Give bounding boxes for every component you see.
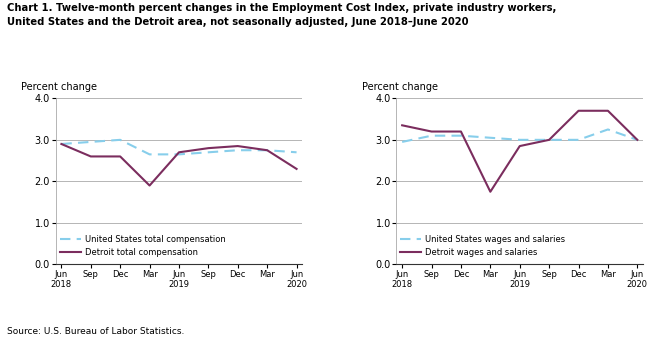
Legend: United States total compensation, Detroit total compensation: United States total compensation, Detroi… bbox=[59, 235, 225, 257]
Text: Percent change: Percent change bbox=[362, 82, 438, 92]
Text: Chart 1. Twelve-month percent changes in the Employment Cost Index, private indu: Chart 1. Twelve-month percent changes in… bbox=[7, 3, 556, 26]
Text: Percent change: Percent change bbox=[21, 82, 97, 92]
Text: Source: U.S. Bureau of Labor Statistics.: Source: U.S. Bureau of Labor Statistics. bbox=[7, 326, 184, 336]
Legend: United States wages and salaries, Detroit wages and salaries: United States wages and salaries, Detroi… bbox=[400, 235, 565, 257]
